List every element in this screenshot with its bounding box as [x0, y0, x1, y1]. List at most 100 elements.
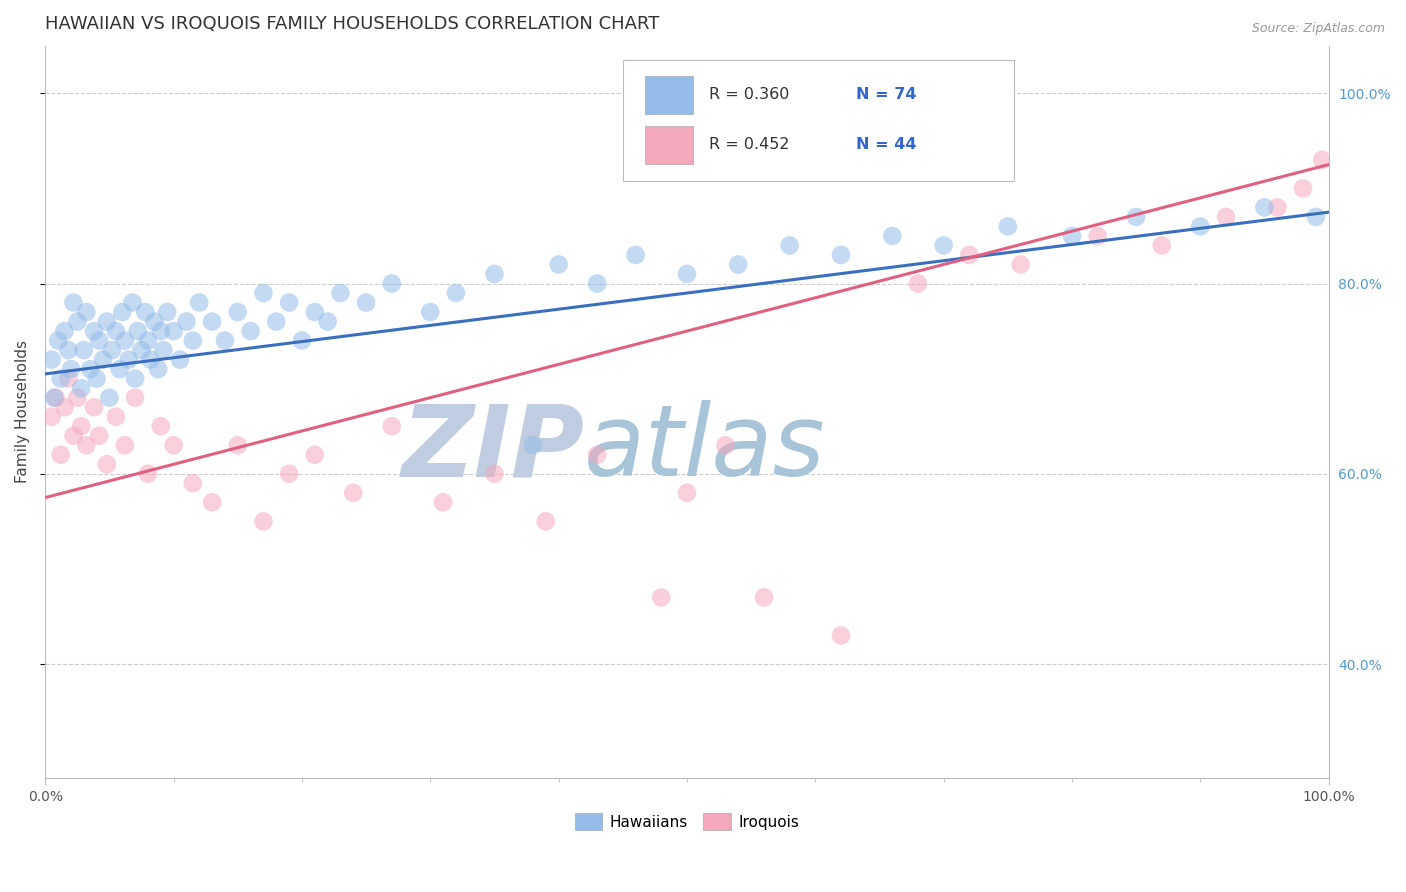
Point — [188, 295, 211, 310]
Point — [148, 362, 170, 376]
Point — [86, 371, 108, 385]
Point — [329, 286, 352, 301]
Point — [108, 362, 131, 376]
Text: atlas: atlas — [585, 401, 825, 497]
Point — [252, 286, 274, 301]
Point — [226, 305, 249, 319]
Point — [96, 457, 118, 471]
Point — [70, 419, 93, 434]
Point — [46, 334, 69, 348]
Y-axis label: Family Households: Family Households — [15, 341, 30, 483]
Point — [58, 343, 80, 357]
Point — [907, 277, 929, 291]
Point — [779, 238, 801, 252]
Point — [66, 391, 89, 405]
Point — [1292, 181, 1315, 195]
Point — [49, 448, 72, 462]
Point — [89, 334, 111, 348]
Point — [342, 485, 364, 500]
Point — [136, 334, 159, 348]
Point — [181, 476, 204, 491]
FancyBboxPatch shape — [644, 76, 693, 114]
Point — [41, 352, 63, 367]
Point — [830, 628, 852, 642]
Point — [752, 591, 775, 605]
Point — [114, 334, 136, 348]
Point — [143, 314, 166, 328]
Point — [714, 438, 737, 452]
Point — [226, 438, 249, 452]
Point — [156, 305, 179, 319]
Text: HAWAIIAN VS IROQUOIS FAMILY HOUSEHOLDS CORRELATION CHART: HAWAIIAN VS IROQUOIS FAMILY HOUSEHOLDS C… — [45, 15, 659, 33]
Point — [149, 419, 172, 434]
Point — [727, 258, 749, 272]
Point — [676, 267, 699, 281]
Point — [96, 314, 118, 328]
Point — [381, 419, 404, 434]
FancyBboxPatch shape — [623, 61, 1014, 181]
Point — [316, 314, 339, 328]
Point — [201, 314, 224, 328]
Point — [830, 248, 852, 262]
Point — [1087, 229, 1109, 244]
Point — [83, 400, 105, 414]
Point — [586, 277, 609, 291]
Point — [586, 448, 609, 462]
Point — [139, 352, 162, 367]
Point — [932, 238, 955, 252]
Point — [1253, 201, 1275, 215]
Text: N = 74: N = 74 — [856, 87, 917, 103]
Point — [49, 371, 72, 385]
Point — [181, 334, 204, 348]
Point — [1189, 219, 1212, 234]
Point — [882, 229, 904, 244]
Point — [53, 324, 76, 338]
Point — [1150, 238, 1173, 252]
Point — [278, 295, 301, 310]
Point — [58, 371, 80, 385]
Point — [91, 352, 114, 367]
Point — [214, 334, 236, 348]
Point — [997, 219, 1019, 234]
Point — [252, 514, 274, 528]
Point — [124, 391, 146, 405]
Point — [62, 295, 84, 310]
Point — [522, 438, 544, 452]
Point — [162, 438, 184, 452]
Point — [278, 467, 301, 481]
Point — [624, 248, 647, 262]
Point — [547, 258, 569, 272]
Point — [1215, 210, 1237, 224]
Point — [484, 267, 506, 281]
Point — [162, 324, 184, 338]
Point — [131, 343, 153, 357]
Text: R = 0.452: R = 0.452 — [709, 137, 804, 152]
Point — [134, 305, 156, 319]
Point — [118, 352, 141, 367]
Point — [676, 485, 699, 500]
Point — [66, 314, 89, 328]
Point — [127, 324, 149, 338]
Point — [291, 334, 314, 348]
Legend: Hawaiians, Iroquois: Hawaiians, Iroquois — [568, 806, 806, 837]
Point — [419, 305, 441, 319]
Point — [1265, 201, 1288, 215]
Point — [75, 438, 97, 452]
Point — [957, 248, 980, 262]
Point — [1060, 229, 1083, 244]
Point — [1305, 210, 1327, 224]
Point — [1125, 210, 1147, 224]
Point — [650, 591, 672, 605]
Point — [104, 409, 127, 424]
Point — [45, 391, 67, 405]
Point — [354, 295, 377, 310]
Point — [111, 305, 134, 319]
Point — [304, 448, 326, 462]
Point — [59, 362, 82, 376]
Point — [83, 324, 105, 338]
Point — [41, 409, 63, 424]
Text: ZIP: ZIP — [401, 401, 585, 497]
Point — [114, 438, 136, 452]
Point — [121, 295, 143, 310]
Point — [73, 343, 96, 357]
